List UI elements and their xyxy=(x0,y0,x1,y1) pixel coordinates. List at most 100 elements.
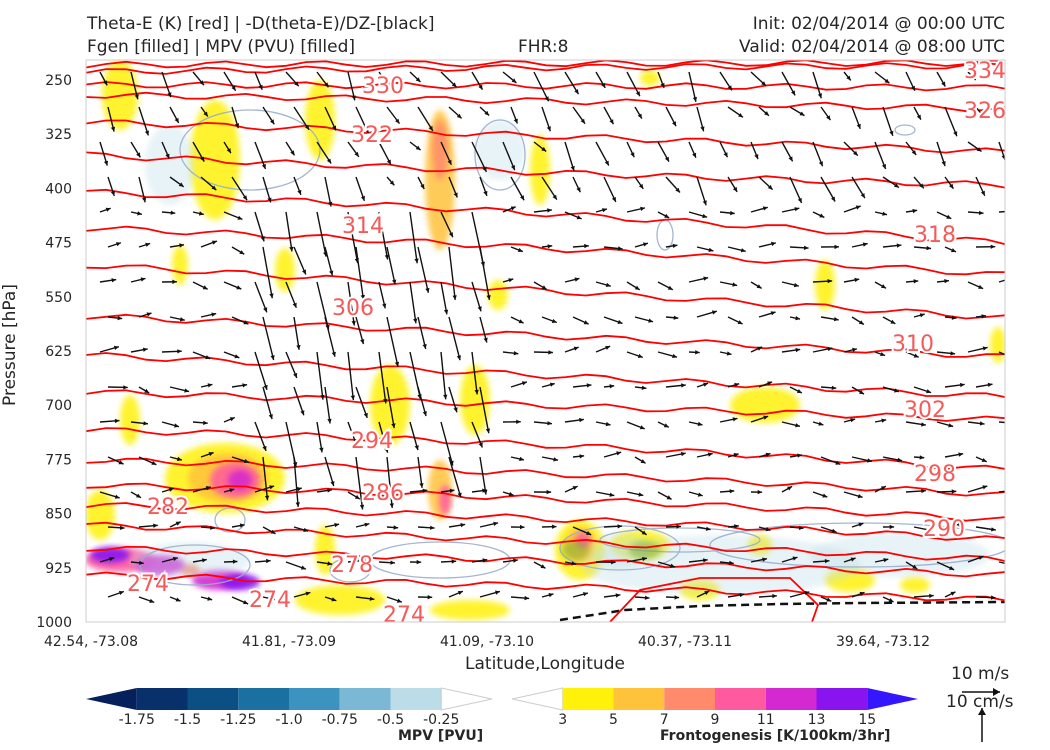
wind-vector-head xyxy=(203,420,208,425)
theta-e-label: 310 xyxy=(892,332,934,357)
theta-e-line xyxy=(86,62,1005,75)
wind-vector-head xyxy=(242,195,248,201)
wind-vector-head xyxy=(880,352,886,357)
wind-vector-head xyxy=(142,197,147,203)
theta-e-label: 286 xyxy=(362,481,404,506)
wind-vector-head xyxy=(792,556,798,561)
wind-vector-head xyxy=(295,502,300,507)
wind-vector-head xyxy=(921,488,926,494)
wind-vector xyxy=(231,176,248,201)
theta-e-label: 294 xyxy=(351,429,393,454)
wind-vector-head xyxy=(146,312,152,317)
wind-vector xyxy=(293,456,299,507)
wind-vector xyxy=(1007,107,1021,131)
wind-vector-head xyxy=(856,123,861,129)
wind-vector xyxy=(138,106,150,136)
wind-vector-head xyxy=(980,190,985,196)
wind-vector-head xyxy=(353,442,358,448)
wind-vector-head xyxy=(391,423,396,429)
wind-vector xyxy=(471,351,478,395)
wind-vector-head xyxy=(144,388,150,393)
wind-vector-head xyxy=(456,355,461,361)
theta-e-line xyxy=(86,521,1005,563)
wind-vector-head xyxy=(167,92,172,98)
wind-vector-head xyxy=(452,295,457,300)
wind-vector-head xyxy=(369,596,375,601)
wind-vector-head xyxy=(978,210,984,215)
y-tick-label: 625 xyxy=(45,344,72,360)
wind-vector-head xyxy=(142,347,148,352)
fgen-tick-label: 11 xyxy=(757,712,775,728)
wind-vector-head xyxy=(331,351,336,357)
wind-vector-head xyxy=(929,593,934,599)
wind-vector-head xyxy=(453,407,458,413)
wind-vector-head xyxy=(485,428,491,434)
wind-vector-head xyxy=(635,91,640,97)
wind-vector-head xyxy=(145,242,151,247)
fgen-fill xyxy=(275,248,295,292)
mpv-tick-label: -1.75 xyxy=(119,712,155,728)
theta-e-line xyxy=(86,427,1005,470)
wind-vector-head xyxy=(795,316,801,321)
wind-vector-head xyxy=(327,561,333,566)
wind-vector-head xyxy=(270,119,275,125)
wind-vector xyxy=(471,281,482,312)
wind-vector-head xyxy=(733,453,739,458)
wind-vector-head xyxy=(334,522,340,528)
theta-e-labels: 330 322 314 306 294 286 282 278 274 274 274 334 326 3… xyxy=(125,57,1008,630)
wind-vector-head xyxy=(732,186,738,192)
wind-vector xyxy=(448,316,461,361)
wind-vector-head xyxy=(730,210,735,216)
wind-vector-head xyxy=(740,248,746,253)
wind-vector-head xyxy=(756,284,762,289)
y-tick-label: 550 xyxy=(45,290,72,306)
wind-vector-head xyxy=(394,361,400,367)
wind-vector-head xyxy=(697,421,703,427)
wind-vector-head xyxy=(1014,421,1019,425)
fgen-colorbar-swatch xyxy=(613,688,665,710)
wind-vector-head xyxy=(198,211,204,216)
mpv-colorbar-swatch xyxy=(187,688,239,710)
wind-vector-head xyxy=(119,525,125,530)
wind-vector xyxy=(448,246,456,300)
wind-vector xyxy=(386,316,399,367)
wind-vector xyxy=(626,71,641,97)
wind-vector xyxy=(324,386,331,424)
wind-vector xyxy=(944,106,958,137)
wind-vector-head xyxy=(611,560,616,565)
wind-vector-head xyxy=(826,115,831,121)
wind-vector xyxy=(479,386,490,434)
wind-vector-head xyxy=(882,211,887,216)
wind-vector-head xyxy=(451,559,457,564)
wind-vector-head xyxy=(827,279,833,284)
wind-vector-head xyxy=(262,445,267,451)
wind-vector-head xyxy=(168,487,174,492)
wind-vector xyxy=(998,279,1005,283)
wind-vector-head xyxy=(328,201,333,207)
wind-vector-head xyxy=(910,85,915,91)
wind-vector-head xyxy=(303,527,309,532)
wind-vector-head xyxy=(123,385,128,390)
theta-e-label: 302 xyxy=(904,398,946,423)
wind-vector-head xyxy=(763,415,769,420)
wind-vector xyxy=(1007,453,1024,457)
wind-vector-head xyxy=(615,593,621,598)
wind-vector-head xyxy=(297,189,302,195)
wind-vector-head xyxy=(553,457,559,462)
wind-vector-head xyxy=(210,525,215,530)
wind-vector-head xyxy=(794,207,800,212)
wind-vector-head xyxy=(732,417,738,422)
wind-vector-head xyxy=(928,527,934,533)
wind-vector-head xyxy=(114,494,120,499)
wind-vector-head xyxy=(449,488,455,493)
wind-vector-head xyxy=(889,130,894,136)
wind-vector-head xyxy=(360,195,365,201)
y-tick-label: 700 xyxy=(45,398,72,414)
wind-vector-head xyxy=(1020,594,1025,598)
wind-vector-head xyxy=(269,596,275,601)
wind-vector-head xyxy=(803,245,809,250)
wind-vector-head xyxy=(881,418,887,423)
wind-vector-head xyxy=(859,390,864,395)
wind-vector-head xyxy=(611,197,616,202)
